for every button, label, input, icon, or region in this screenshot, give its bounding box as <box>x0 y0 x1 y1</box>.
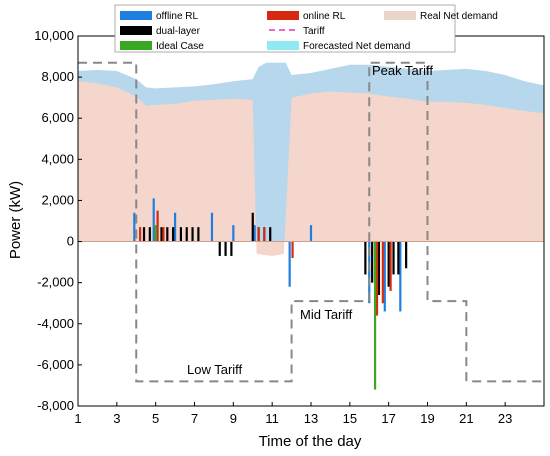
action-bars <box>133 198 408 390</box>
dual-layer-bar <box>166 227 169 242</box>
y-tick-label: 8,000 <box>41 69 74 84</box>
dual-layer-bar <box>387 241 390 287</box>
legend-swatch <box>120 26 152 35</box>
y-tick-label: 4,000 <box>41 151 74 166</box>
legend-label: online RL <box>303 11 346 22</box>
x-tick-label: 1 <box>74 411 81 426</box>
offline-rl-bar <box>399 241 402 312</box>
dual-layer-bar <box>179 227 183 242</box>
x-tick-label: 9 <box>230 411 237 426</box>
offline-rl-bar <box>152 198 155 242</box>
dual-layer-bar <box>371 241 374 283</box>
dual-layer-bar <box>160 227 163 242</box>
legend-label: Real Net demand <box>420 11 498 22</box>
legend-swatch <box>120 41 152 50</box>
legend-label: offline RL <box>156 11 199 22</box>
online-rl-bar <box>139 227 142 242</box>
y-tick-label: 6,000 <box>41 110 74 125</box>
offline-rl-bar <box>309 225 313 242</box>
dual-layer-bar <box>142 227 146 242</box>
y-tick-label: -4,000 <box>37 316 74 331</box>
offline-rl-bar <box>173 212 177 242</box>
y-tick-label: -2,000 <box>37 275 74 290</box>
dual-layer-bar <box>191 227 194 242</box>
dual-layer-bar <box>392 241 395 275</box>
dual-layer-bar <box>251 212 254 242</box>
demand-areas <box>78 62 544 256</box>
dual-layer-bar <box>364 241 367 275</box>
offline-rl-bar <box>210 212 214 242</box>
dual-layer-bar <box>224 241 227 256</box>
legend-swatch <box>267 41 299 50</box>
y-tick-label: 2,000 <box>41 192 74 207</box>
x-tick-label: 19 <box>420 411 434 426</box>
online-rl-bar <box>156 210 159 242</box>
x-tick-label: 15 <box>343 411 357 426</box>
legend-label: Ideal Case <box>156 41 204 52</box>
x-axis-label: Time of the day <box>259 433 362 450</box>
ideal-case-bar <box>373 241 377 390</box>
x-tick-label: 7 <box>191 411 198 426</box>
offline-rl-bar <box>383 241 386 312</box>
x-tick-label: 11 <box>265 411 279 426</box>
annotation-low-tariff: Low Tariff <box>187 362 243 377</box>
y-tick-label: -6,000 <box>37 357 74 372</box>
legend-swatch <box>267 11 299 20</box>
tariff-line <box>78 61 544 383</box>
x-tick-label: 21 <box>459 411 473 426</box>
x-tick-label: 5 <box>152 411 159 426</box>
legend: offline RL online RL Real Net demand dual-l… <box>114 4 498 53</box>
y-tick-label: -8,000 <box>37 398 74 413</box>
online-rl-bar <box>375 241 379 316</box>
y-axis-label: Power (kW) <box>7 181 24 259</box>
legend-swatch <box>384 11 416 20</box>
x-tick-label: 17 <box>381 411 395 426</box>
legend-label: dual-layer <box>156 26 201 37</box>
online-rl-bar <box>162 227 165 242</box>
online-rl-bar <box>257 227 260 242</box>
x-tick-label: 3 <box>113 411 120 426</box>
offline-rl-bar <box>133 212 136 242</box>
legend-label: Tariff <box>303 26 325 37</box>
legend-swatch <box>120 11 152 20</box>
offline-rl-bar <box>368 241 371 304</box>
ideal-case-bar <box>154 225 157 242</box>
online-rl-bar <box>389 241 392 291</box>
online-rl-bar <box>263 227 266 242</box>
y-tick-label: 0 <box>67 234 74 249</box>
dual-layer-bar <box>405 241 408 269</box>
dual-layer-bar <box>172 227 175 242</box>
dual-layer-bar <box>397 241 400 275</box>
legend-label: Forecasted Net demand <box>303 41 410 52</box>
offline-rl-bar <box>232 225 235 242</box>
dual-layer-bar <box>185 227 188 242</box>
online-rl-bar <box>381 241 384 304</box>
offline-rl-bar <box>253 225 256 242</box>
online-rl-bar <box>291 241 294 258</box>
dual-layer-bar <box>230 241 233 256</box>
offline-rl-bar <box>288 241 291 287</box>
axis-ticks: -8,000 -6,000 -4,000 -2,000 0 2,000 4,000 6,000… <box>34 28 512 426</box>
x-tick-label: 23 <box>498 411 512 426</box>
dual-layer-bar <box>377 241 381 295</box>
annotation-peak-tariff: Peak Tariff <box>372 63 433 78</box>
real-net-demand-area <box>78 81 544 256</box>
y-tick-label: 10,000 <box>34 28 74 43</box>
dual-layer-bar <box>148 227 151 242</box>
dual-layer-bar <box>218 241 221 256</box>
dual-layer-bar <box>269 227 272 242</box>
annotation-mid-tariff: Mid Tariff <box>300 307 353 322</box>
dual-layer-bar <box>197 227 200 242</box>
x-tick-label: 13 <box>304 411 318 426</box>
